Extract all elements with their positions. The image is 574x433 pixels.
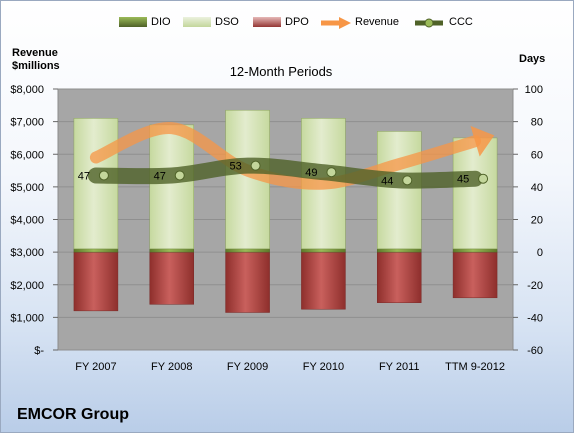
dpo-bar (452, 251, 498, 299)
chart-subtitle: 12-Month Periods (229, 64, 333, 79)
legend-label-dso: DSO (215, 16, 239, 28)
left-tick-label: $5,000 (10, 182, 44, 194)
revenue-arrowhead (470, 125, 495, 157)
right-tick-label: -40 (527, 312, 543, 324)
category-label: FY 2009 (227, 361, 268, 373)
revenue-line (89, 122, 482, 190)
legend-label-dio: DIO (151, 16, 171, 28)
right-tick-label: 20 (531, 215, 543, 227)
right-tick-label: 40 (531, 182, 543, 194)
right-tick-label: 60 (531, 149, 543, 161)
left-tick-label: $4,000 (10, 215, 44, 227)
dpo-bar (225, 251, 270, 313)
legend: DIO DSO DPO Revenue CCC (1, 1, 573, 41)
dio-bar (73, 248, 119, 253)
ccc-data-label: 45 (457, 174, 469, 186)
right-axis-title: Days (519, 53, 546, 65)
legend-swatch-dso (183, 17, 211, 27)
right-tick-label: 0 (537, 247, 543, 259)
left-axis-title: Revenue $millions (12, 47, 60, 73)
legend-label-revenue: Revenue (355, 16, 400, 28)
category-label: FY 2007 (75, 361, 116, 373)
right-tick-label: 80 (531, 117, 543, 129)
legend-line-icon (415, 18, 443, 28)
legend-arrow-icon (321, 17, 351, 29)
right-tick-label: 100 (525, 84, 543, 96)
ccc-point (250, 160, 261, 171)
left-axis-title-line2: $millions (12, 60, 60, 72)
left-tick-label: $3,000 (10, 247, 44, 259)
ccc-point (326, 167, 337, 178)
ccc-data-label: 47 (78, 170, 90, 182)
dio-bar (452, 248, 498, 253)
dso-bar (452, 137, 498, 250)
company-name: EMCOR Group (17, 406, 129, 423)
left-tick-label: $- (34, 345, 44, 357)
legend-swatch-dpo (253, 17, 281, 27)
dio-bar (149, 248, 194, 253)
left-tick-label: $7,000 (10, 117, 44, 129)
legend-label-ccc: CCC (449, 16, 473, 28)
category-label: FY 2010 (303, 361, 344, 373)
ccc-data-label: 53 (229, 161, 241, 173)
legend-swatch-dio (119, 17, 147, 27)
left-tick-label: $1,000 (10, 312, 44, 324)
left-tick-label: $6,000 (10, 149, 44, 161)
ccc-data-label: 44 (381, 175, 393, 187)
ccc-point (478, 173, 489, 184)
ccc-data-label: 47 (154, 170, 166, 182)
ccc-data-label: 49 (305, 167, 317, 179)
dso-bar (377, 131, 422, 250)
category-label: TTM 9-2012 (445, 361, 505, 373)
category-label: FY 2011 (379, 361, 420, 373)
left-tick-label: $2,000 (10, 280, 44, 292)
right-tick-label: -20 (527, 280, 543, 292)
left-tick-label: $8,000 (10, 84, 44, 96)
dio-bar (377, 248, 422, 253)
left-axis-title-line1: Revenue (12, 47, 58, 59)
dio-bar (301, 248, 346, 253)
legend-label-dpo: DPO (285, 16, 309, 28)
dpo-bar (149, 251, 194, 305)
ccc-point (174, 170, 185, 181)
ccc-point (402, 175, 413, 186)
category-label: FY 2008 (151, 361, 192, 373)
dio-bar (225, 248, 270, 253)
dpo-bar (301, 251, 346, 310)
right-tick-label: -60 (527, 345, 543, 357)
dso-bar (149, 124, 194, 250)
dpo-bar (73, 251, 119, 312)
dpo-bar (377, 251, 422, 303)
ccc-point (98, 170, 109, 181)
